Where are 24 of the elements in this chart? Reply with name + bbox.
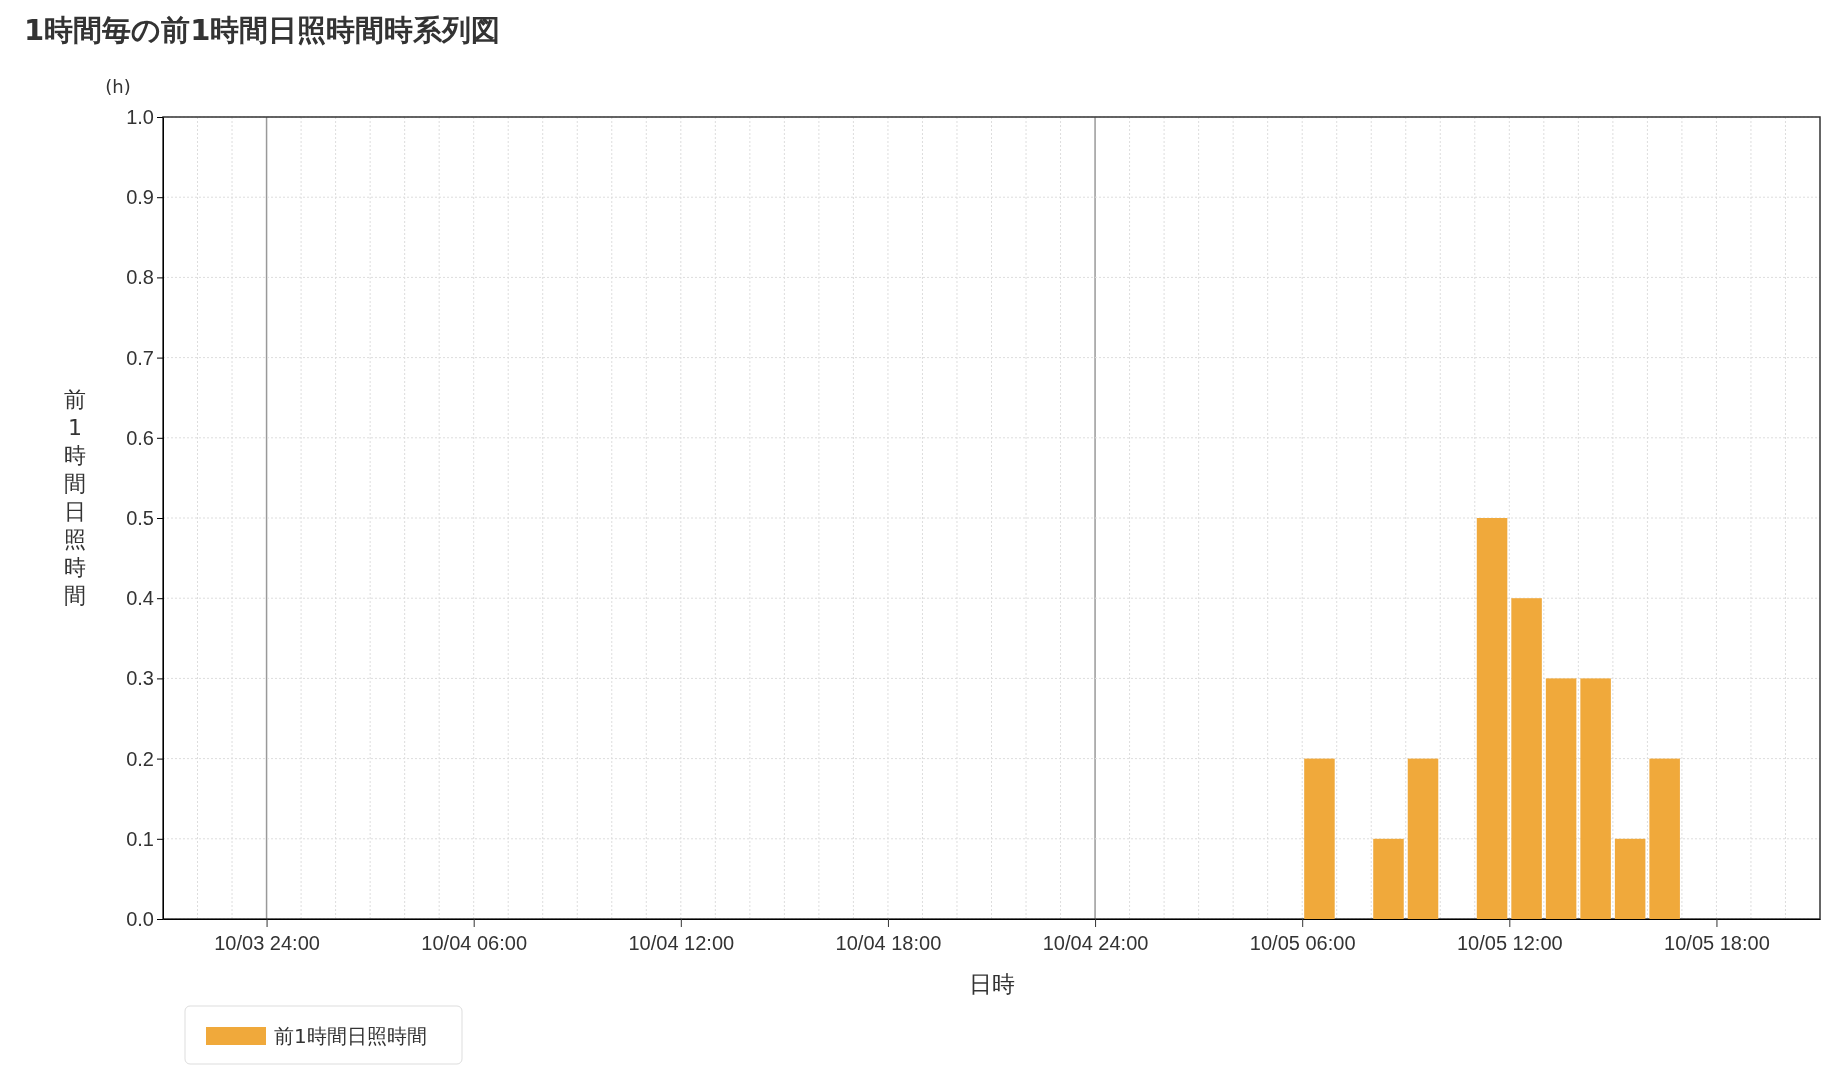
y-tick-label: 0.3 [126, 667, 154, 690]
y-tick-label: 1.0 [126, 105, 154, 128]
y-tick-label: 0.6 [126, 426, 154, 449]
x-tick-label: 10/04 06:00 [421, 932, 528, 954]
y-tick-label: 0.9 [126, 186, 154, 209]
y-tick-label: 0.7 [126, 346, 154, 369]
legend-label: 前1時間日照時間 [274, 1024, 427, 1048]
y-tick-label: 0.4 [126, 587, 154, 610]
x-tick-label: 10/04 12:00 [628, 932, 735, 954]
x-axis-title: 日時 [968, 971, 1015, 997]
y-tick-label: 0.2 [126, 747, 154, 770]
x-tick-label: 10/04 18:00 [835, 932, 942, 954]
x-tick-label: 10/03 24:00 [214, 932, 320, 954]
y-tick-label: 0.5 [126, 506, 154, 529]
x-tick-label: 10/05 18:00 [1664, 932, 1770, 954]
y-tick-label: 0.8 [126, 266, 154, 289]
y-tick-label: 0.0 [126, 907, 154, 930]
y-axis-title: 前1時間日照時間 [64, 387, 86, 608]
text: (h) [105, 76, 131, 97]
x-tick-label: 10/05 06:00 [1249, 932, 1356, 954]
x-tick-label: 10/04 24:00 [1042, 932, 1149, 954]
y-tick-label: 0.1 [126, 827, 154, 850]
chart-title: 1時間毎の前1時間日照時間時系列図 [24, 13, 501, 47]
x-tick-label: 10/05 12:00 [1456, 932, 1563, 954]
